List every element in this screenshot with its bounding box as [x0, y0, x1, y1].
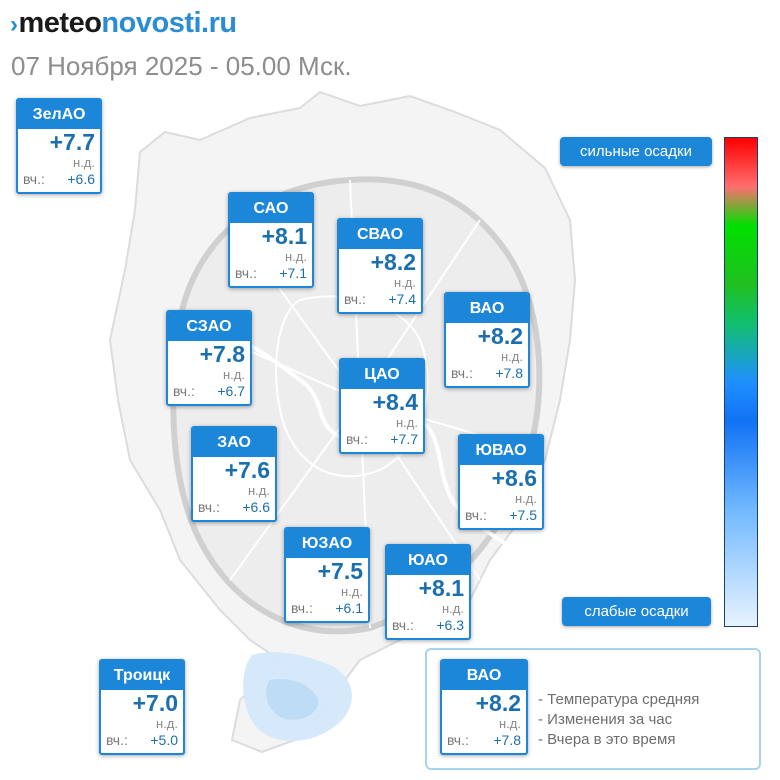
logo-part2: novosti.ru: [101, 7, 237, 39]
legend-box: ВАО +8.2 н.д. вч.: +7.8 - Температура сре…: [425, 648, 761, 770]
legend-line-temp: - Температура средняя: [538, 691, 700, 708]
yesterday-label: вч.:: [106, 732, 128, 748]
district-name: ЮЗАО: [286, 529, 368, 558]
yesterday-value: +7.4: [388, 291, 416, 307]
district-name: ЮВАО: [460, 436, 542, 465]
yesterday-value: +7.8: [493, 732, 521, 748]
district-name: ЦАО: [341, 360, 423, 389]
yesterday-value: +7.5: [509, 507, 537, 523]
yesterday-label: вч.:: [447, 732, 469, 748]
yesterday-value: +7.8: [495, 365, 523, 381]
district-card-svao[interactable]: СВАО +8.2 н.д. вч.: +7.4: [337, 218, 423, 314]
legend-line-yesterday: - Вчера в это время: [538, 731, 676, 748]
district-temp: +8.4: [372, 389, 418, 415]
yesterday-label: вч.:: [392, 617, 414, 633]
yesterday-label: вч.:: [344, 291, 366, 307]
district-name: ЗАО: [193, 428, 275, 457]
yesterday-value: +7.1: [279, 265, 307, 281]
district-change: н.д.: [499, 716, 521, 731]
district-change: н.д.: [248, 483, 270, 498]
district-name: ЗелАО: [18, 100, 100, 129]
yesterday-value: +6.3: [436, 617, 464, 633]
district-card-szao[interactable]: СЗАО +7.8 н.д. вч.: +6.7: [166, 310, 252, 406]
district-temp: +8.1: [418, 575, 464, 601]
district-temp: +8.1: [261, 223, 307, 249]
district-card-sao[interactable]: САО +8.1 н.д. вч.: +7.1: [228, 192, 314, 288]
district-name: ЮАО: [387, 546, 469, 575]
yesterday-value: +6.1: [335, 600, 363, 616]
district-card-yuao[interactable]: ЮАО +8.1 н.д. вч.: +6.3: [385, 544, 471, 640]
district-card-troitsk[interactable]: Троицк +7.0 н.д. вч.: +5.0: [99, 659, 185, 755]
district-change: н.д.: [442, 601, 464, 616]
yesterday-label: вч.:: [451, 365, 473, 381]
yesterday-label: вч.:: [346, 431, 368, 447]
yesterday-value: +7.7: [390, 431, 418, 447]
yesterday-value: +6.6: [242, 499, 270, 515]
district-change: н.д.: [396, 415, 418, 430]
district-name: САО: [230, 194, 312, 223]
yesterday-label: вч.:: [235, 265, 257, 281]
scale-top-label: сильные осадки: [560, 137, 712, 166]
district-change: н.д.: [285, 249, 307, 264]
district-temp: +8.2: [370, 249, 416, 275]
logo-mark: ›: [10, 11, 18, 38]
district-card-yuvao[interactable]: ЮВАО +8.6 н.д. вч.: +7.5: [458, 434, 544, 530]
legend-descriptions: - Температура средняя - Изменения за час…: [538, 690, 699, 750]
legend-sample-card: ВАО +8.2 н.д. вч.: +7.8: [440, 659, 528, 755]
district-card-vao[interactable]: ВАО +8.2 н.д. вч.: +7.8: [444, 292, 530, 388]
district-change: н.д.: [156, 716, 178, 731]
yesterday-value: +6.6: [67, 171, 95, 187]
district-temp: +7.7: [49, 129, 95, 155]
district-name: Троицк: [101, 661, 183, 690]
precipitation-scale-bar: [724, 137, 758, 627]
yesterday-label: вч.:: [198, 499, 220, 515]
logo-part1: meteo: [18, 7, 102, 39]
district-card-zelao[interactable]: ЗелАО +7.7 н.д. вч.: +6.6: [16, 98, 102, 194]
yesterday-value: +5.0: [150, 732, 178, 748]
district-card-zao[interactable]: ЗАО +7.6 н.д. вч.: +6.6: [191, 426, 277, 522]
district-change: н.д.: [515, 491, 537, 506]
district-temp: +8.2: [477, 323, 523, 349]
district-name: СЗАО: [168, 312, 250, 341]
district-card-cao[interactable]: ЦАО +8.4 н.д. вч.: +7.7: [339, 358, 425, 454]
district-name: ВАО: [446, 294, 528, 323]
district-name: СВАО: [339, 220, 421, 249]
district-name: ВАО: [442, 661, 526, 690]
district-change: н.д.: [341, 584, 363, 599]
yesterday-value: +6.7: [217, 383, 245, 399]
district-temp: +7.8: [199, 341, 245, 367]
district-temp: +7.6: [224, 457, 270, 483]
district-temp: +7.0: [132, 690, 178, 716]
yesterday-label: вч.:: [291, 600, 313, 616]
district-temp: +8.2: [475, 690, 521, 716]
district-temp: +7.5: [317, 558, 363, 584]
district-change: н.д.: [223, 367, 245, 382]
site-logo[interactable]: ›meteonovosti.ru: [10, 4, 237, 44]
yesterday-label: вч.:: [465, 507, 487, 523]
date-time-subtitle: 07 Ноября 2025 - 05.00 Мск.: [11, 51, 352, 81]
yesterday-label: вч.:: [173, 383, 195, 399]
district-temp: +8.6: [491, 465, 537, 491]
district-change: н.д.: [73, 155, 95, 170]
district-change: н.д.: [501, 349, 523, 364]
yesterday-label: вч.:: [23, 171, 45, 187]
district-change: н.д.: [394, 275, 416, 290]
district-card-yuzao[interactable]: ЮЗАО +7.5 н.д. вч.: +6.1: [284, 527, 370, 623]
scale-bottom-label: слабые осадки: [562, 597, 711, 626]
legend-line-change: - Изменения за час: [538, 711, 673, 728]
